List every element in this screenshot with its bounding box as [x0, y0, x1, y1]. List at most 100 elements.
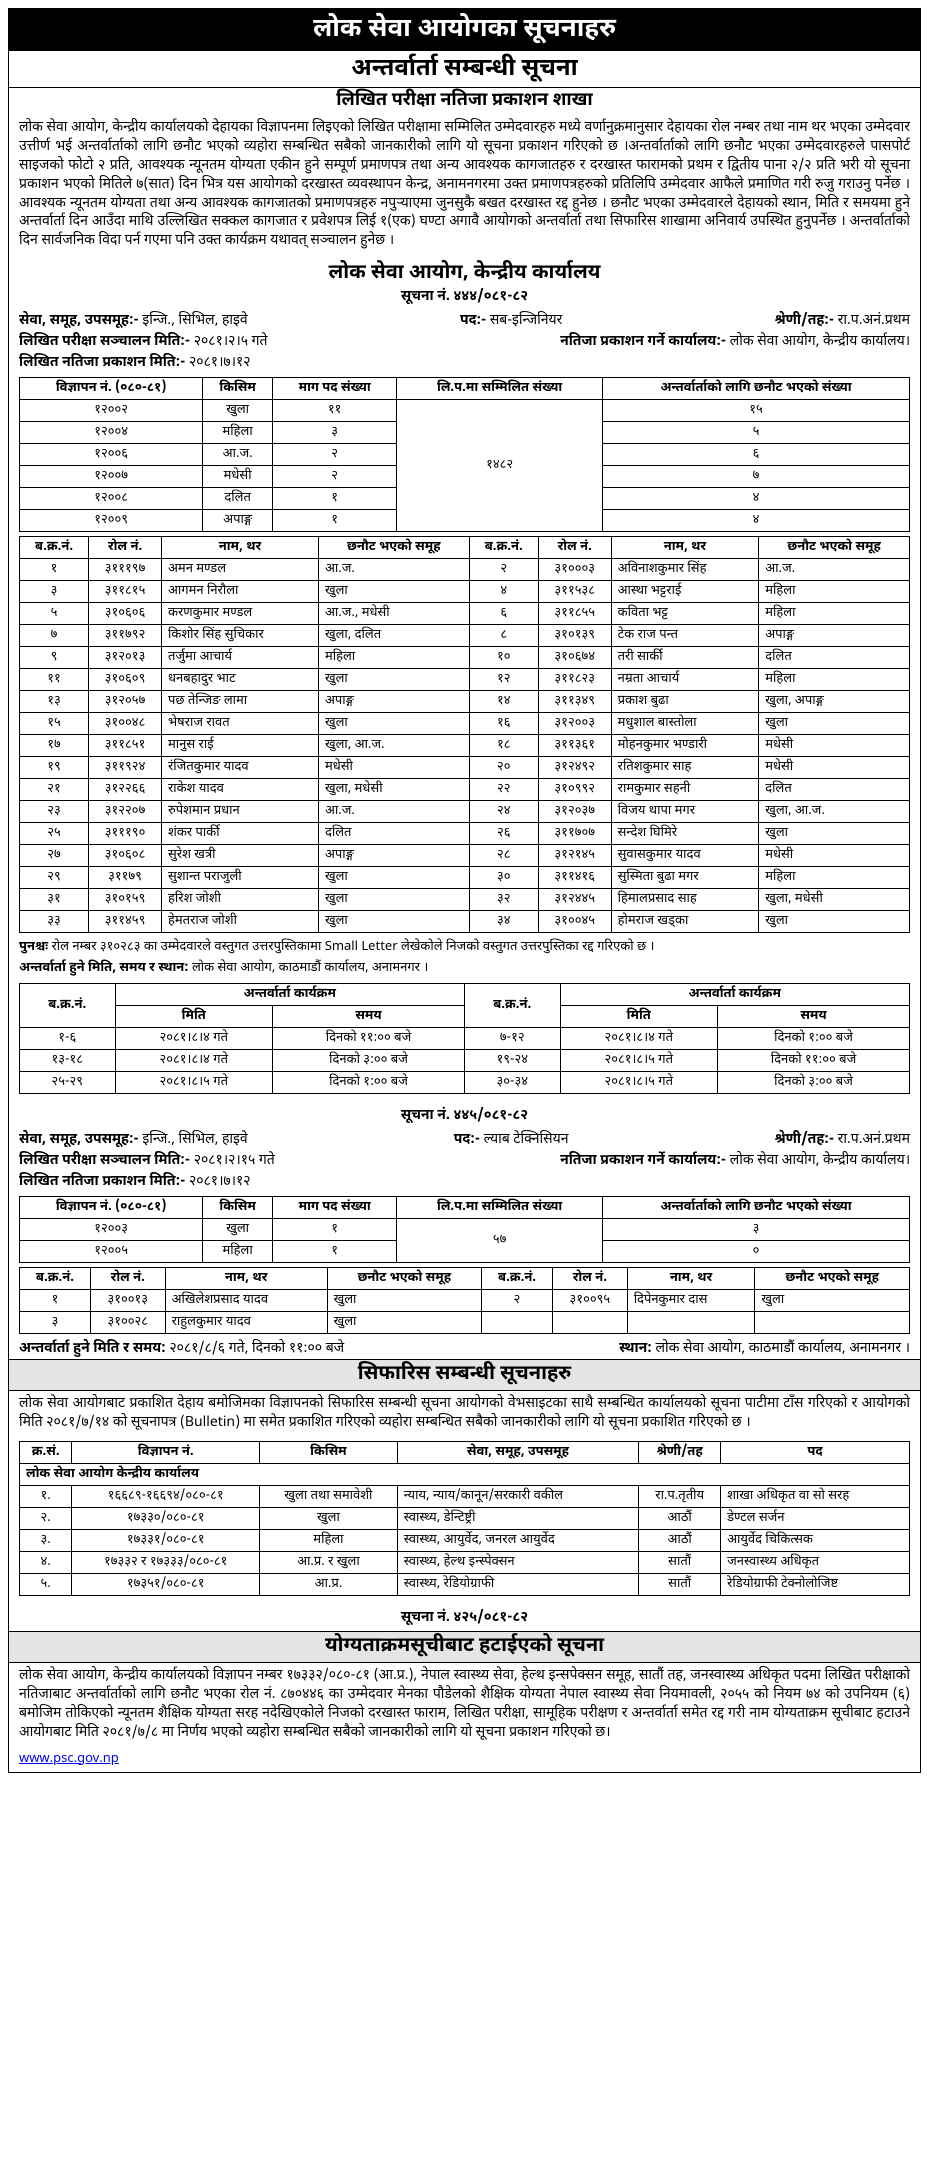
- table-cell: ९: [20, 647, 89, 669]
- main-header: लोक सेवा आयोगका सूचनाहरु: [9, 9, 920, 51]
- table-cell: १७: [20, 735, 89, 757]
- table-cell: दलित: [318, 823, 469, 845]
- sched-sh2: समय: [272, 1006, 464, 1028]
- col-header: विज्ञापन नं. (०८०-८१): [20, 378, 203, 400]
- table-cell: २०८१।८।४ गते: [115, 1028, 272, 1050]
- table-cell: २: [482, 1290, 553, 1312]
- table-cell: खुला, दलित: [318, 625, 469, 647]
- table-cell: ३२: [469, 889, 538, 911]
- table-cell: खुला: [260, 1508, 398, 1530]
- col-header: नाम, थर: [161, 537, 318, 559]
- table-cell: ३४: [469, 911, 538, 933]
- post-value: सब-इन्जिनियर: [490, 311, 563, 330]
- table-row: १२००३खुला१५७३: [20, 1219, 910, 1241]
- col-header: रोल नं.: [552, 1268, 627, 1290]
- table-cell: महिला: [759, 603, 910, 625]
- col-header: किसिम: [203, 1197, 273, 1219]
- s2-note-value: २०८१/८/६ गते, दिनको ११:०० बजे: [169, 1339, 344, 1358]
- table-cell: २०८१।८।५ गते: [560, 1050, 717, 1072]
- table-cell: आ.प्र.: [260, 1574, 398, 1596]
- sched-sh3: मिति: [560, 1006, 717, 1028]
- table-cell: ३१००२८: [90, 1312, 165, 1334]
- col-header: पद: [721, 1442, 910, 1464]
- table-cell: आस्था भट्टराई: [611, 581, 759, 603]
- table-cell: खुला: [327, 1312, 482, 1334]
- table-cell: सुवासकुमार यादव: [611, 845, 759, 867]
- table-cell: ३१२४९२: [538, 757, 611, 779]
- recommendation-table: क्र.सं.विज्ञापन नं.किसिमसेवा, समूह, उपसम…: [19, 1441, 910, 1596]
- table-cell: २०८१।८।४ गते: [560, 1028, 717, 1050]
- office-row: लोक सेवा आयोग केन्द्रीय कार्यालय: [20, 1464, 910, 1486]
- table-cell: रामकुमार सहनी: [611, 779, 759, 801]
- website-link[interactable]: www.psc.gov.np: [9, 1747, 129, 1772]
- col-header: विज्ञापन नं.: [72, 1442, 260, 1464]
- table-cell: ३१०१५९: [89, 889, 162, 911]
- table-cell: १: [273, 1219, 397, 1241]
- table-row: १३१११९७अमन मण्डलआ.ज.२३१०००३अविनाशकुमार स…: [20, 559, 910, 581]
- table-cell: खुला: [318, 581, 469, 603]
- col-header: नाम, थर: [627, 1268, 755, 1290]
- table-cell: १२००७: [20, 466, 203, 488]
- vacancy-table-2: विज्ञापन नं. (०८०-८१)किसिममाग पद संख्याल…: [19, 1196, 910, 1263]
- table-cell: आ.ज.: [203, 444, 273, 466]
- notice-no-445: सूचना नं. ४४५/०८१-८२: [9, 1098, 920, 1129]
- table-cell: खुला: [318, 911, 469, 933]
- table-cell: मधेसी: [759, 735, 910, 757]
- table-cell: ३११७९२: [89, 625, 162, 647]
- table-cell: मोहनकुमार भण्डारी: [611, 735, 759, 757]
- table-cell: १९-२४: [464, 1050, 560, 1072]
- table-row: २.१७३३०/०८०-८१खुलास्वास्थ्य, डेन्टिष्ट्र…: [20, 1508, 910, 1530]
- table-cell: खुला: [327, 1290, 482, 1312]
- table-cell: [552, 1312, 627, 1334]
- table-cell: अपाङ्ग: [318, 691, 469, 713]
- table-cell: १२००४: [20, 422, 203, 444]
- table-cell: अपाङ्ग: [203, 510, 273, 532]
- table-cell: ३१२२६६: [89, 779, 162, 801]
- col-header: नाम, थर: [611, 537, 759, 559]
- table-cell: मधेसी: [759, 845, 910, 867]
- table-row: १२००२खुला१११४८२१५: [20, 400, 910, 422]
- table-row: २९३११७९सुशान्त पराजुलीखुला३०३११४१६सुस्मि…: [20, 867, 910, 889]
- s2-place-label: स्थान:: [619, 1339, 652, 1358]
- s2-meta-row-3: लिखित नतिजा प्रकाशन मिति:- २०८१।७।१२: [9, 1171, 920, 1192]
- table-cell: ३: [602, 1219, 909, 1241]
- table-cell: खुला: [759, 713, 910, 735]
- table-cell: नम्रता आचार्य: [611, 669, 759, 691]
- s2-schedule-note: अन्तर्वार्ता हुने मिति र समय: २०८१/८/६ ग…: [9, 1338, 920, 1359]
- table-cell: सुरेश खत्री: [161, 845, 318, 867]
- table-cell: रेडियोग्राफी टेक्नोलोजिष्ट: [721, 1574, 910, 1596]
- table-cell: दिनको ११:०० बजे: [272, 1028, 464, 1050]
- table-row: ५.१७३५१/०८०-८१आ.प्र.स्वास्थ्य, रेडियोग्र…: [20, 1574, 910, 1596]
- s2-result-date-label: लिखित नतिजा प्रकाशन मिति:-: [19, 1172, 185, 1191]
- s2-level-value: रा.प.अनं.प्रथम: [838, 1130, 910, 1149]
- table-cell: रतिशकुमार साह: [611, 757, 759, 779]
- table-cell: ३१०६०८: [89, 845, 162, 867]
- merged-cell: ५७: [397, 1219, 603, 1263]
- table-cell: १: [273, 1241, 397, 1263]
- table-row: १.१६६८९-१६६९४/०८०-८१खुला तथा समावेशीन्या…: [20, 1486, 910, 1508]
- table-cell: दलित: [203, 488, 273, 510]
- table-cell: ३१०६०९: [89, 669, 162, 691]
- table-cell: आ.ज.: [318, 559, 469, 581]
- col-header: श्रेणी/तह: [639, 1442, 721, 1464]
- table-cell: ३११४१६: [538, 867, 611, 889]
- meta-row-3: लिखित नतिजा प्रकाशन मिति:- २०८१।७।१२: [9, 352, 920, 373]
- table-cell: १२००६: [20, 444, 203, 466]
- table-cell: दिनको १:०० बजे: [717, 1028, 909, 1050]
- table-cell: १२००८: [20, 488, 203, 510]
- notice-no-444: सूचना नं. ४४४/०८१-८२: [9, 287, 920, 310]
- table-cell: सुशान्त पराजुली: [161, 867, 318, 889]
- table-cell: १-६: [20, 1028, 116, 1050]
- col-header: छनौट भएको समूह: [759, 537, 910, 559]
- table-cell: विजय थापा मगर: [611, 801, 759, 823]
- candidate-table-1: ब.क्र.नं.रोल नं.नाम, थरछनौट भएको समूहब.क…: [19, 536, 910, 933]
- table-cell: दिनको १:०० बजे: [272, 1072, 464, 1094]
- table-cell: ३१०६७४: [538, 647, 611, 669]
- table-cell: ३१०००३: [538, 559, 611, 581]
- table-cell: ३११५३८: [538, 581, 611, 603]
- table-row: २५३१११९०शंकर पार्कीदलित२६३११७०७सन्देश घि…: [20, 823, 910, 845]
- table-cell: २.: [20, 1508, 72, 1530]
- table-cell: कविता भट्ट: [611, 603, 759, 625]
- table-cell: २: [469, 559, 538, 581]
- table-cell: आगमन निरौला: [161, 581, 318, 603]
